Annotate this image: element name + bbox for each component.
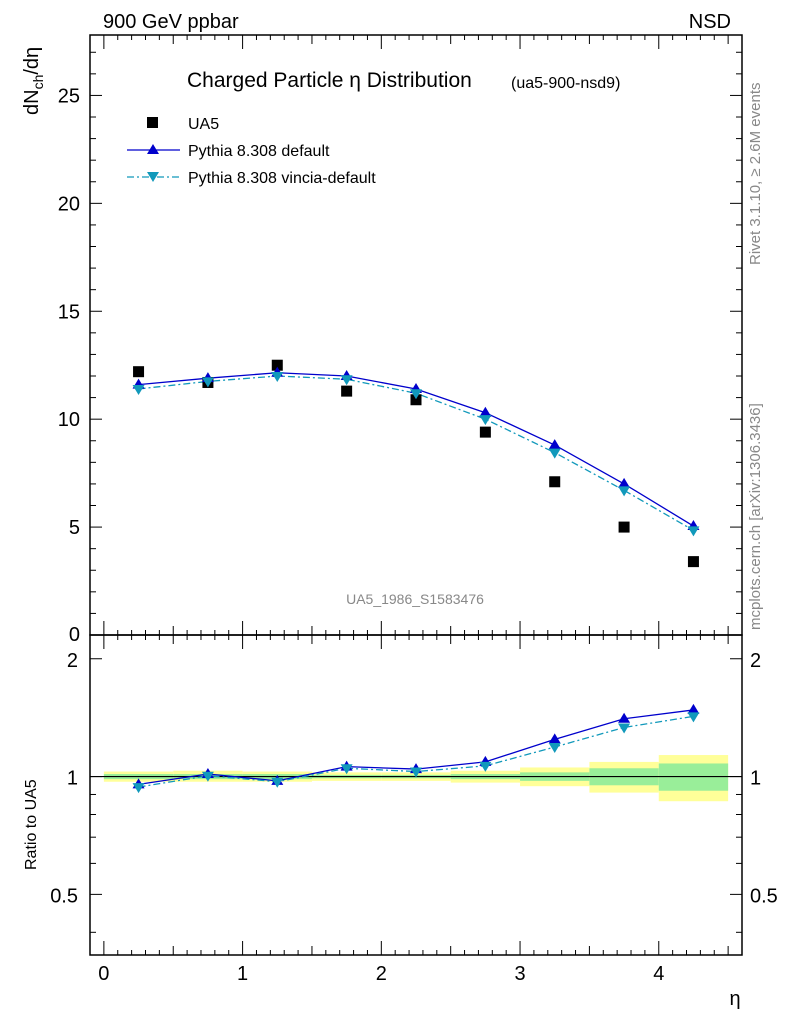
data-point-pythia-default [479,406,492,417]
data-point-pythia-vincia [548,448,561,459]
data-point-pythia-vincia [340,375,353,386]
rivet-label: Rivet 3.1.10, ≥ 2.6M events [747,83,764,266]
x-tick-label: 2 [376,963,387,985]
data-point-pythia-default [548,439,561,450]
ratio-point-pythia-vincia [132,783,145,794]
ratio-point-pythia-vincia [687,712,700,723]
ratio-point-pythia-vincia [410,767,422,778]
x-tick-label: 0 [98,963,109,985]
legend-label-ua5: UA5 [188,116,219,133]
y-tick-label: 10 [58,409,80,431]
ratio-point-pythia-vincia [201,771,214,782]
y-axis-label-main: dN [21,89,43,115]
main-title: Charged Particle η Distribution [187,69,472,92]
ratio-y-label: Ratio to UA5 [23,779,40,870]
legend-marker-vincia [147,172,159,182]
data-point-ua5 [271,359,283,371]
ratio-point-pythia-default [548,733,561,744]
analysis-watermark: UA5_1986_S1583476 [346,591,484,607]
main-ticks: 5 10 15 20 25 0 [58,35,742,646]
data-point-pythia-vincia [201,377,214,388]
x-axis-label: η [729,988,740,1010]
ratio-point-pythia-default [687,703,700,714]
legend-label-default: Pythia 8.308 default [188,143,330,160]
legend: UA5 Pythia 8.308 default Pythia 8.308 vi… [127,116,376,187]
y-axis-label-sub: ch [30,75,46,90]
main-panel: 5 10 15 20 25 0 Charged Particle η Distributi… [21,34,743,646]
ratio-point-pythia-vincia [479,761,492,772]
y-tick-label: 25 [58,85,80,107]
ratio-point-pythia-default [618,712,631,723]
ratio-y-tick-label-left: 0.5 [50,885,78,907]
series-line-pythia-vincia [138,375,694,531]
ratio-point-pythia-vincia [548,743,561,753]
data-point-ua5 [341,385,353,397]
ratio-bands [90,755,742,802]
y-axis-label-tail: /dη [21,47,43,75]
main-series [132,359,700,568]
mcplots-label: mcplots.cern.ch [arXiv:1306.3436] [747,403,764,630]
y-tick-label: 20 [58,193,80,215]
header-left: 900 GeV ppbar [103,11,239,33]
y-tick-label: 15 [58,301,80,323]
data-point-ua5 [687,556,699,568]
data-point-ua5 [410,394,422,406]
ratio-point-pythia-vincia [271,777,284,788]
ratio-point-pythia-vincia [340,764,353,775]
data-point-ua5 [133,366,145,378]
data-point-pythia-vincia [618,486,631,497]
ratio-frame [89,634,743,956]
ratio-y-tick-label-left: 1 [67,768,78,790]
ratio-series [132,703,700,794]
ratio-ticks: 0.5 0.5 1 1 2 2 0 1 2 3 4 [50,635,778,985]
ratio-point-pythia-vincia [618,723,631,734]
x-tick-label: 4 [653,963,664,985]
data-point-pythia-default [618,477,631,488]
x-tick-label: 1 [237,963,248,985]
data-point-ua5 [549,476,561,488]
ratio-y-tick-label-right: 1 [750,768,761,790]
data-point-pythia-vincia [687,526,700,537]
legend-marker-default [147,144,159,154]
legend-marker-ua5 [147,117,158,128]
main-title-tag: (ua5-900-nsd9) [511,75,620,92]
x-tick-label: 3 [514,963,525,985]
ratio-y-tick-label-right: 0.5 [750,885,778,907]
y-tick-label-zero: 0 [69,624,80,646]
data-point-pythia-vincia [410,389,422,400]
legend-label-vincia: Pythia 8.308 vincia-default [188,170,376,187]
data-point-pythia-vincia [271,372,284,383]
header-right: NSD [689,11,731,33]
y-axis-label: dNch/dη [21,47,46,115]
data-point-pythia-vincia [132,384,145,395]
data-point-ua5 [479,426,491,438]
data-point-pythia-vincia [479,415,492,426]
data-point-ua5 [618,521,630,533]
ratio-y-tick-label-left: 2 [67,650,78,672]
ratio-panel: 0.5 0.5 1 1 2 2 0 1 2 3 4 Ratio to UA5 η [23,634,778,1010]
y-tick-label: 5 [69,517,80,539]
ratio-y-tick-label-right: 2 [750,650,761,672]
